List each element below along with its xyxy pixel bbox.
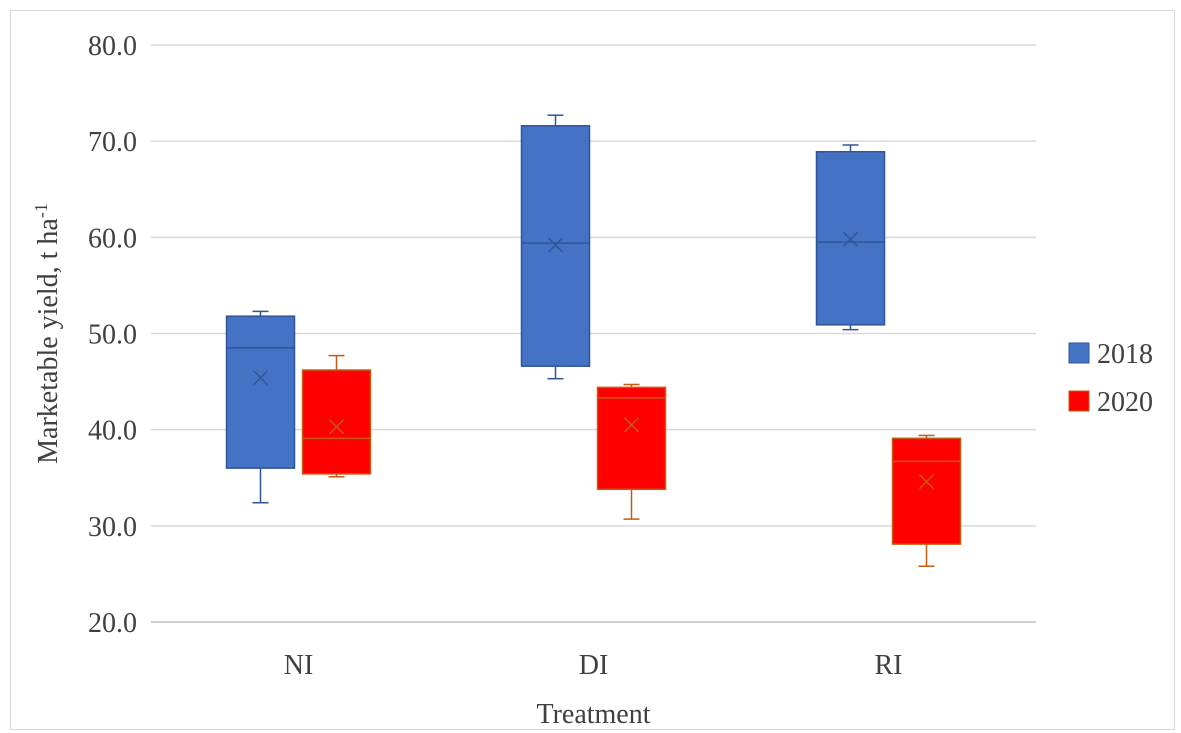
box-plots bbox=[225, 114, 962, 567]
gridlines bbox=[151, 44, 1036, 623]
chart-frame: 20.0 30.0 40.0 50.0 60.0 70.0 80.0 NI DI RI Trea… bbox=[10, 10, 1175, 730]
y-tick-label: 20.0 bbox=[88, 608, 137, 639]
mean-marker bbox=[328, 419, 345, 435]
box-body bbox=[891, 437, 962, 545]
legend: 2018 2020 bbox=[1068, 339, 1153, 418]
mean-marker bbox=[842, 231, 859, 247]
box-2020-NI bbox=[301, 354, 372, 478]
legend-item-2020: 2020 bbox=[1068, 387, 1153, 418]
box-body bbox=[596, 386, 667, 491]
legend-label: 2018 bbox=[1097, 339, 1153, 370]
x-tick-label: RI bbox=[875, 650, 903, 681]
box-2018-DI bbox=[520, 114, 591, 380]
mean-marker bbox=[547, 237, 564, 253]
y-tick-label: 70.0 bbox=[88, 127, 137, 158]
box-body bbox=[225, 315, 296, 469]
x-tick-label: DI bbox=[579, 650, 609, 681]
box-body bbox=[301, 369, 372, 475]
box-2018-NI bbox=[225, 310, 296, 504]
y-axis-title: Marketable yield, t ha-1 bbox=[31, 203, 64, 464]
y-tick-labels: 20.0 30.0 40.0 50.0 60.0 70.0 80.0 bbox=[88, 31, 137, 639]
y-tick-label: 80.0 bbox=[88, 31, 137, 62]
chart-svg: 20.0 30.0 40.0 50.0 60.0 70.0 80.0 NI DI RI Trea… bbox=[31, 31, 1153, 730]
y-axis-title-superscript: -1 bbox=[31, 203, 51, 218]
x-tick-labels: NI DI RI bbox=[284, 650, 903, 681]
legend-swatch bbox=[1068, 342, 1090, 364]
mean-marker bbox=[252, 370, 269, 386]
mean-marker bbox=[623, 417, 640, 433]
legend-swatch bbox=[1068, 390, 1090, 412]
mean-marker bbox=[918, 474, 935, 490]
y-tick-label: 60.0 bbox=[88, 223, 137, 254]
box-2020-DI bbox=[596, 383, 667, 520]
x-tick-label: NI bbox=[284, 650, 314, 681]
box-2018-RI bbox=[815, 144, 886, 331]
legend-item-2018: 2018 bbox=[1068, 339, 1153, 370]
x-axis-title: Treatment bbox=[536, 699, 650, 730]
y-tick-label: 40.0 bbox=[88, 416, 137, 447]
y-axis-title-main: Marketable yield, t ha bbox=[33, 218, 64, 464]
box-2020-RI bbox=[891, 434, 962, 567]
y-tick-label: 50.0 bbox=[88, 320, 137, 351]
y-tick-label: 30.0 bbox=[88, 512, 137, 543]
legend-label: 2020 bbox=[1097, 387, 1153, 418]
